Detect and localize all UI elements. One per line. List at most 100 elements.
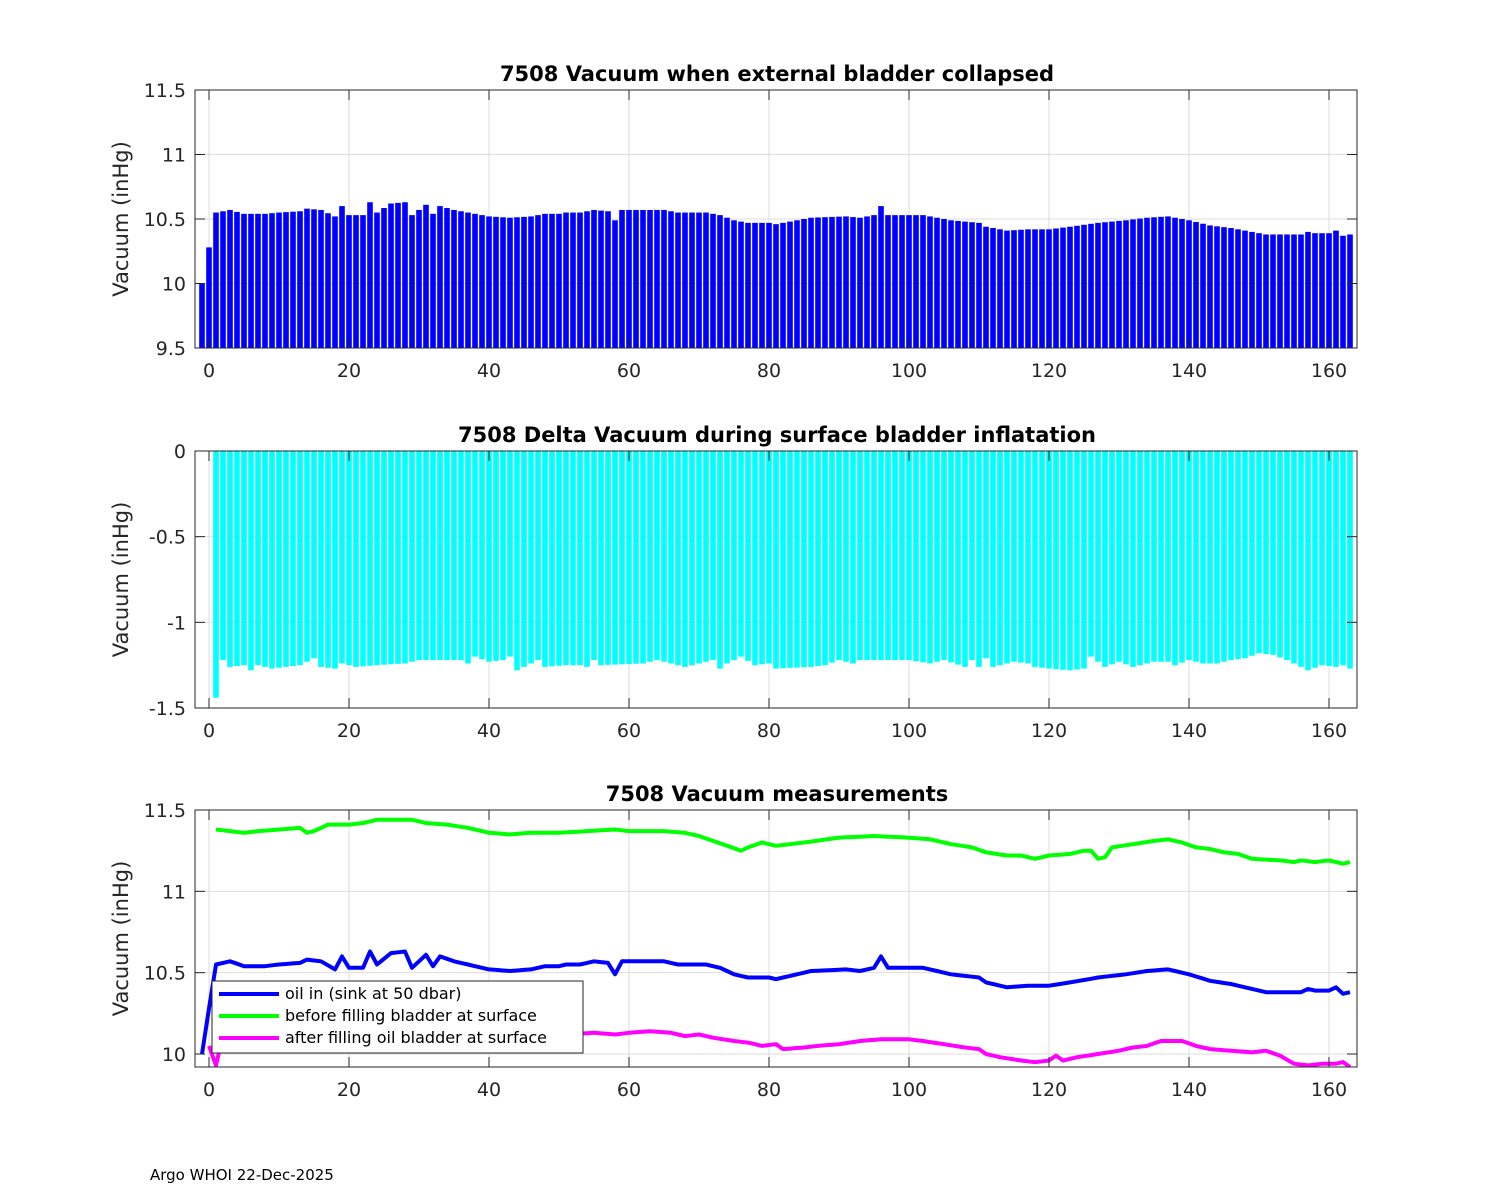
chart2-bar [997, 451, 1003, 666]
chart2-bar [297, 451, 303, 666]
chart1-bar [605, 211, 611, 348]
chart1-bar [640, 209, 646, 348]
chart1-x-tick-label: 40 [477, 360, 501, 382]
chart1-bar [731, 220, 737, 348]
chart1-bar [1137, 218, 1143, 348]
chart2-bar [633, 451, 639, 664]
chart1-bar [311, 209, 317, 348]
chart2-bar [787, 451, 793, 668]
chart1-bar [871, 215, 877, 348]
chart2-y-tick-label: -1 [167, 612, 186, 634]
chart2-bar [409, 451, 415, 662]
chart2-bar [1172, 451, 1178, 666]
chart1-bar [955, 220, 961, 348]
chart2-bar [542, 451, 548, 667]
chart3-legend-label: oil in (sink at 50 dbar) [285, 984, 462, 1003]
chart1-bar [1235, 229, 1241, 348]
chart1-bar [1186, 220, 1192, 348]
chart2-bar [1039, 451, 1045, 668]
chart3-series-1-line [200, 949, 1351, 1055]
chart1-bar [1088, 223, 1094, 348]
chart2-bar [1053, 451, 1059, 670]
chart1-bar [1074, 225, 1080, 348]
chart1-bar [1109, 221, 1115, 348]
chart1-x-tick-label: 160 [1311, 360, 1347, 382]
chart1-bar [297, 211, 303, 348]
chart2-bar [1032, 451, 1038, 667]
chart2-bar [969, 451, 975, 661]
chart2-bar [1123, 451, 1129, 665]
chart1-bar [549, 213, 555, 348]
chart1-bar [1011, 230, 1017, 348]
chart2-bar [1095, 451, 1101, 662]
chart1-bar [220, 211, 226, 348]
chart1-bar [542, 213, 548, 348]
chart2-bar [731, 451, 737, 661]
chart1-bar [381, 208, 387, 348]
chart1-bar [885, 215, 891, 348]
chart1-bar [633, 209, 639, 348]
chart1-bar [780, 222, 786, 348]
chart1-bar [703, 212, 709, 348]
chart2-bar [766, 451, 772, 664]
chart2-x-tick-label: 0 [203, 720, 215, 742]
chart1-title: 7508 Vacuum when external bladder collap… [500, 62, 1054, 86]
chart2-bar [500, 451, 506, 661]
chart3-series-2-line [215, 817, 1351, 866]
chart1-x-tick-label: 60 [617, 360, 641, 382]
chart1-bar [1130, 219, 1136, 348]
chart2-bar [521, 451, 527, 667]
chart2-bar [423, 451, 429, 661]
chart1-bar [283, 212, 289, 348]
chart2-x-tick-label: 140 [1171, 720, 1207, 742]
chart1-bar [395, 202, 401, 348]
chart1-bar [990, 228, 996, 348]
chart1-bar [598, 210, 604, 348]
chart1-bar [591, 209, 597, 348]
chart3-legend-label: after filling oil bladder at surface [285, 1028, 547, 1047]
chart1-bar [1095, 222, 1101, 348]
chart1-y-tick-label: 11.5 [144, 80, 186, 102]
chart1-bar [843, 216, 849, 348]
chart1-bar [983, 226, 989, 348]
chart2-bar [745, 451, 751, 661]
chart3-x-tick-label: 0 [203, 1079, 215, 1101]
chart1-bar [738, 221, 744, 348]
chart1-bar [1291, 234, 1297, 348]
chart2-x-tick-label: 100 [891, 720, 927, 742]
chart2-bar [1256, 451, 1262, 654]
chart2-y-tick-label: 0 [174, 441, 186, 463]
chart1-bar [1326, 233, 1332, 348]
chart2-bar [619, 451, 625, 665]
chart1-bar [857, 217, 863, 348]
chart3-y-tick-label: 11 [162, 881, 186, 903]
chart1-bar [367, 202, 373, 348]
chart1-bar [1179, 219, 1185, 348]
chart2-y-axis-label: Vacuum (inHg) [109, 502, 133, 658]
chart2-bar [591, 451, 597, 661]
chart2-bar [339, 451, 345, 664]
chart1-bar [801, 219, 807, 348]
chart2-bar [1200, 451, 1206, 664]
chart1-bar [1018, 229, 1024, 348]
chart2-bar [1193, 451, 1199, 662]
chart1-bar [1347, 234, 1353, 348]
chart2-bar [472, 451, 478, 657]
chart1-bar [1284, 234, 1290, 348]
chart1-bar [423, 204, 429, 348]
chart2-bar [934, 451, 940, 662]
chart2-bar [878, 451, 884, 661]
chart3-y-axis-label: Vacuum (inHg) [109, 861, 133, 1017]
chart2-bar [465, 451, 471, 664]
chart2-bar [703, 451, 709, 662]
chart2-bar [920, 451, 926, 663]
chart2-bar [304, 451, 310, 662]
chart2-bar [780, 451, 786, 669]
chart2-bar [822, 451, 828, 666]
chart2-bar [682, 451, 688, 667]
chart2-bar [948, 451, 954, 663]
chart1-bar [1172, 217, 1178, 348]
chart1-bar [934, 217, 940, 348]
chart1-bar [556, 213, 562, 348]
chart1-bar [1200, 223, 1206, 348]
